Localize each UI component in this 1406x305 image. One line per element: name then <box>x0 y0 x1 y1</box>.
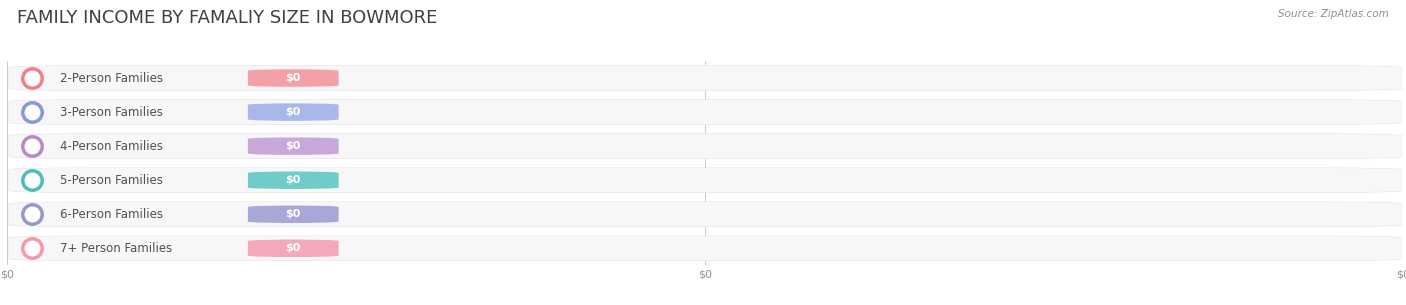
Text: $0: $0 <box>285 243 301 253</box>
FancyBboxPatch shape <box>247 206 339 223</box>
Text: Source: ZipAtlas.com: Source: ZipAtlas.com <box>1278 9 1389 19</box>
FancyBboxPatch shape <box>8 66 1402 90</box>
Text: 5-Person Families: 5-Person Families <box>60 174 163 187</box>
Text: $0: $0 <box>285 107 301 117</box>
Text: 4-Person Families: 4-Person Families <box>60 140 163 152</box>
FancyBboxPatch shape <box>8 236 1402 260</box>
Text: 7+ Person Families: 7+ Person Families <box>60 242 173 255</box>
FancyBboxPatch shape <box>247 69 339 87</box>
Text: $0: $0 <box>285 73 301 83</box>
FancyBboxPatch shape <box>8 100 1402 124</box>
FancyBboxPatch shape <box>8 202 1402 227</box>
FancyBboxPatch shape <box>8 202 1402 227</box>
FancyBboxPatch shape <box>8 99 1402 125</box>
Text: FAMILY INCOME BY FAMALIY SIZE IN BOWMORE: FAMILY INCOME BY FAMALIY SIZE IN BOWMORE <box>17 9 437 27</box>
Text: 2-Person Families: 2-Person Families <box>60 72 163 84</box>
FancyBboxPatch shape <box>247 103 339 121</box>
FancyBboxPatch shape <box>247 137 339 155</box>
Text: $0: $0 <box>285 141 301 151</box>
FancyBboxPatch shape <box>8 134 1402 159</box>
FancyBboxPatch shape <box>8 134 1402 158</box>
Text: 6-Person Families: 6-Person Families <box>60 208 163 221</box>
FancyBboxPatch shape <box>8 66 1402 91</box>
Text: 3-Person Families: 3-Person Families <box>60 106 163 119</box>
Text: $0: $0 <box>285 209 301 219</box>
FancyBboxPatch shape <box>247 239 339 257</box>
FancyBboxPatch shape <box>8 168 1402 192</box>
FancyBboxPatch shape <box>8 236 1402 261</box>
FancyBboxPatch shape <box>247 171 339 189</box>
FancyBboxPatch shape <box>8 168 1402 193</box>
Text: $0: $0 <box>285 175 301 185</box>
